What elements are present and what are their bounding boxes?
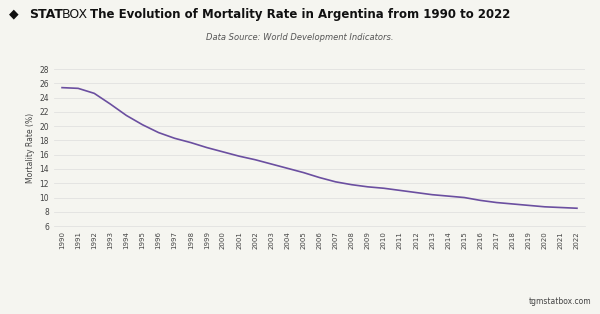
Text: Data Source: World Development Indicators.: Data Source: World Development Indicator… xyxy=(206,33,394,42)
Y-axis label: Mortality Rate (%): Mortality Rate (%) xyxy=(26,112,35,183)
Legend: Argentina: Argentina xyxy=(286,312,353,314)
Text: BOX: BOX xyxy=(62,8,88,21)
Text: ◆: ◆ xyxy=(9,8,19,21)
Text: tgmstatbox.com: tgmstatbox.com xyxy=(529,297,591,306)
Text: STAT: STAT xyxy=(29,8,62,21)
Text: The Evolution of Mortality Rate in Argentina from 1990 to 2022: The Evolution of Mortality Rate in Argen… xyxy=(90,8,510,21)
